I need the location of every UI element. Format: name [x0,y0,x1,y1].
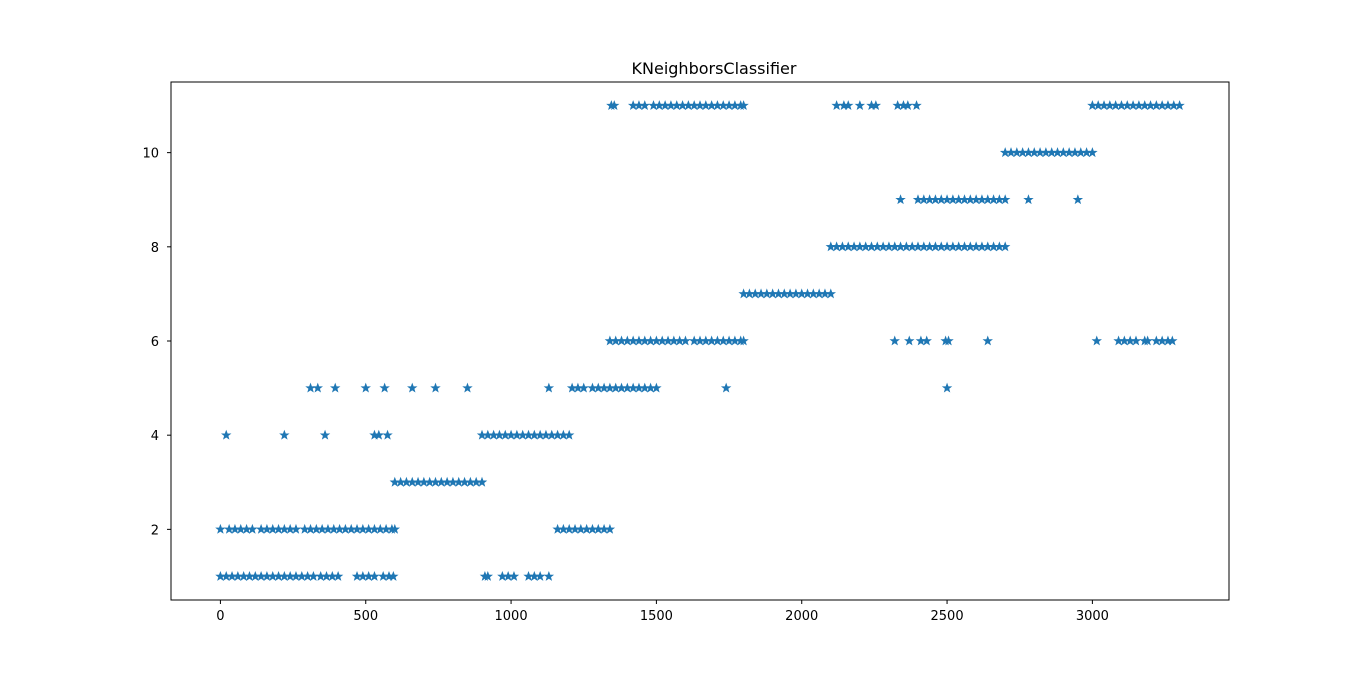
data-point [1142,335,1153,346]
data-point [389,523,401,534]
data-point [941,382,953,393]
data-point [215,523,226,534]
data-point [543,382,555,393]
chart-title: KNeighborsClassifier [632,59,797,78]
data-point [279,429,290,440]
data-point [720,382,732,393]
x-tick-label: 500 [353,609,378,624]
data-point [870,100,882,110]
points-layer [215,100,1185,581]
data-point [651,382,662,393]
data-point [1167,335,1178,346]
data-point [543,570,555,581]
y-tick-label: 2 [151,523,159,538]
data-point [609,100,620,110]
data-point [911,100,922,110]
data-point [360,382,371,393]
data-point [1130,335,1142,346]
y-axis: 2 4 6 8 10 [142,147,171,538]
data-point [854,100,866,110]
data-point [332,570,344,581]
data-point [895,194,906,205]
data-point [382,429,393,440]
data-point [407,382,418,393]
data-point [639,100,650,110]
data-point [1023,194,1034,205]
data-point [889,335,900,346]
x-tick-label: 1500 [640,609,673,624]
data-point [904,335,915,346]
data-point [379,382,390,393]
data-point [319,429,331,440]
data-point [680,335,691,346]
data-point [1091,335,1102,346]
data-point [1174,100,1185,110]
data-point [564,429,575,440]
data-point [604,523,616,534]
y-tick-label: 6 [151,335,159,350]
data-point [738,100,749,110]
data-point [290,523,302,534]
data-point [843,100,854,110]
y-tick-label: 8 [151,241,159,256]
x-tick-label: 3000 [1076,609,1109,624]
data-point [330,382,341,393]
y-tick-label: 4 [151,429,159,444]
data-point [388,570,399,581]
data-point [738,335,749,346]
data-point [312,382,323,393]
x-tick-label: 1000 [495,609,528,624]
data-point [578,382,589,393]
y-tick-label: 10 [142,147,159,162]
data-point [221,429,232,440]
data-point [430,382,441,393]
x-tick-label: 0 [216,609,224,624]
data-point [508,570,520,581]
x-tick-label: 2000 [785,609,818,624]
x-tick-label: 2500 [931,609,964,624]
data-point [1087,147,1098,158]
data-point [369,570,380,581]
data-point [1072,194,1084,205]
data-point [482,570,494,581]
data-point [825,288,836,299]
data-point [943,335,954,346]
data-point [902,100,914,110]
data-point [373,429,385,440]
data-point [247,523,258,534]
data-point [982,335,993,346]
x-axis: 0 500 1000 1500 2000 2500 3000 [216,600,1109,624]
data-point [999,241,1011,252]
data-point [476,476,488,487]
data-point [999,194,1011,205]
data-point [534,570,546,581]
data-point [462,382,473,393]
data-point [921,335,932,346]
